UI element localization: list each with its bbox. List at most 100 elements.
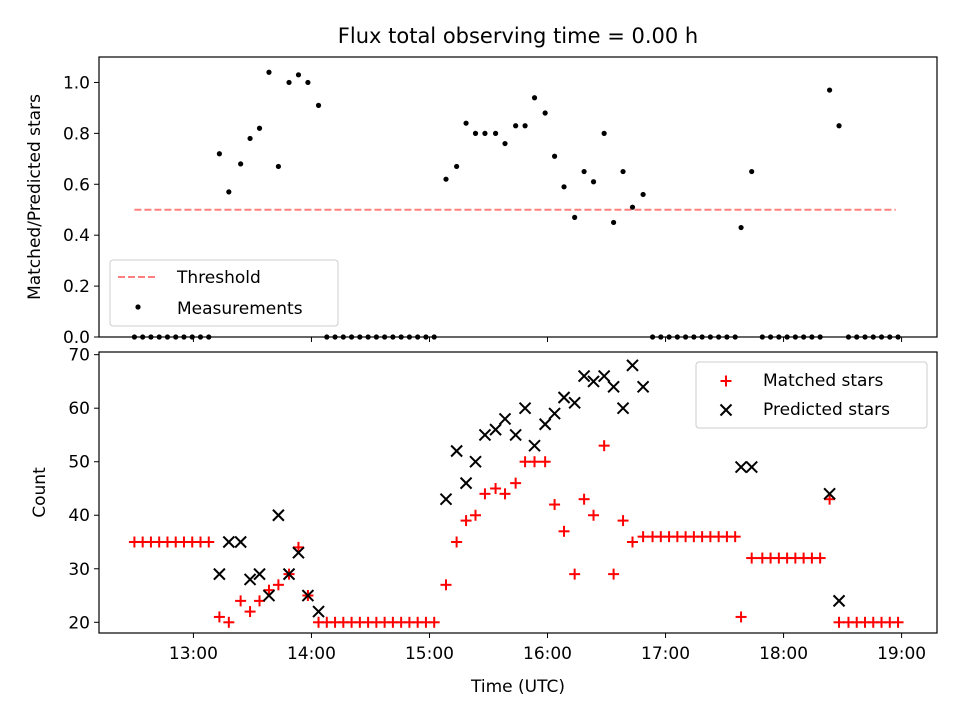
measurement-point [572, 214, 578, 220]
measurement-point [305, 79, 311, 86]
predicted-star-point [234, 535, 247, 549]
predicted-star-point [616, 401, 630, 415]
top-axes-frame [98, 56, 938, 338]
measurement-point [836, 123, 842, 129]
matched-legend-swatch [720, 375, 732, 387]
matched-star-point [428, 616, 440, 628]
measurement-point [216, 151, 222, 157]
bottom-panel: 20 30 40 50 60 70 13:00 14:00 15:00 16:00 17:00 18… [30, 346, 938, 697]
measurement-point [581, 168, 587, 175]
predicted-star-point [745, 460, 758, 474]
predicted-star-point [213, 567, 226, 581]
measurement-point [275, 163, 282, 170]
measurement-point [561, 184, 567, 190]
matched-star-point [578, 493, 590, 505]
top-y-ticks: 0.0 0.2 0.4 0.6 0.8 1.0 [63, 73, 99, 348]
top-y-tick-label: 0.8 [63, 124, 90, 144]
matched-star-point [254, 595, 266, 607]
measurement-point [620, 168, 626, 175]
matched-star-point [549, 499, 561, 511]
x-tick-label: 19:00 [877, 644, 926, 664]
predicted-star-point [557, 391, 571, 404]
measurement-point [502, 140, 508, 147]
measurement-point [463, 120, 469, 126]
top-legend: Threshold Measurements [109, 259, 339, 327]
matched-star-point [569, 568, 581, 580]
measurement-point [256, 125, 263, 131]
matched-star-point [519, 456, 531, 468]
chart-title: Flux total observing time = 0.00 h [338, 24, 698, 48]
x-tick-label: 15:00 [405, 644, 454, 664]
x-tick-label: 13:00 [169, 644, 218, 664]
top-y-tick-label: 1.0 [63, 73, 90, 93]
measurement-point [454, 163, 460, 170]
measurement-point [226, 189, 232, 195]
predicted-star-point [587, 375, 600, 388]
predicted-star-point [292, 546, 305, 559]
predicted-star-point [528, 439, 541, 452]
matched-stars-points [128, 440, 904, 628]
matched-legend-marker [720, 375, 732, 387]
predicted-legend-swatch [719, 403, 733, 417]
matched-star-point [814, 552, 826, 564]
measurement-point [551, 153, 558, 159]
measurement-point [522, 123, 528, 129]
measurement-point [443, 176, 449, 182]
bottom-y-tick-label: 30 [68, 560, 90, 580]
matched-star-point [529, 456, 541, 468]
bottom-y-tick-label: 60 [68, 399, 90, 419]
bottom-y-tick-label: 50 [68, 453, 90, 473]
matched-star-point [626, 536, 638, 548]
matched-star-point [892, 616, 904, 628]
matched-star-point [588, 509, 600, 521]
x-tick-label: 16:00 [523, 644, 572, 664]
matched-star-point [235, 595, 247, 607]
measurement-point [513, 123, 519, 129]
matched-star-point [539, 456, 551, 468]
matched-star-point [637, 531, 649, 543]
measurement-point [601, 130, 607, 136]
measurement-point [238, 161, 244, 167]
x-tick-label: 18:00 [759, 644, 808, 664]
matched-star-point [617, 515, 629, 527]
predicted-star-point [312, 605, 325, 618]
measurement-point [640, 191, 646, 198]
matched-star-point [735, 611, 747, 623]
matched-star-point [499, 488, 511, 500]
predicted-star-point [538, 418, 552, 431]
matched-star-point [263, 584, 275, 596]
predicted-star-point [459, 476, 473, 490]
predicted-star-point [478, 428, 492, 442]
matched-star-point [440, 579, 452, 591]
matched-star-point [729, 531, 741, 543]
predicted-star-point [577, 369, 591, 383]
bottom-legend-box [695, 361, 928, 429]
measurement-point [590, 179, 597, 185]
matched-star-point [490, 482, 502, 494]
top-y-tick-label: 0.2 [63, 277, 90, 297]
predicted-star-point [636, 380, 650, 393]
top-legend-box [109, 259, 339, 327]
predicted-star-point [450, 444, 463, 458]
bottom-axes-frame [98, 351, 938, 634]
bottom-y-tick-label: 20 [68, 613, 90, 633]
top-y-tick-label: 0.4 [63, 226, 90, 246]
matched-star-point [746, 552, 758, 564]
measurement-point [472, 130, 479, 136]
matched-star-point [598, 440, 610, 452]
matched-star-point [510, 477, 522, 489]
measurement-point [247, 135, 253, 142]
predicted-star-point [253, 567, 266, 581]
matched-star-point [824, 493, 836, 505]
predicted-legend-marker [719, 403, 733, 417]
measurement-point [286, 79, 292, 86]
predicted-star-point [489, 423, 502, 436]
matched-star-point [223, 616, 235, 628]
predicted-star-point [498, 412, 512, 426]
predicted-star-point [243, 573, 257, 586]
top-y-axis-label: Matched/Predicted stars [25, 94, 45, 300]
measurement-point [266, 69, 272, 75]
predicted-star-point [518, 401, 532, 415]
